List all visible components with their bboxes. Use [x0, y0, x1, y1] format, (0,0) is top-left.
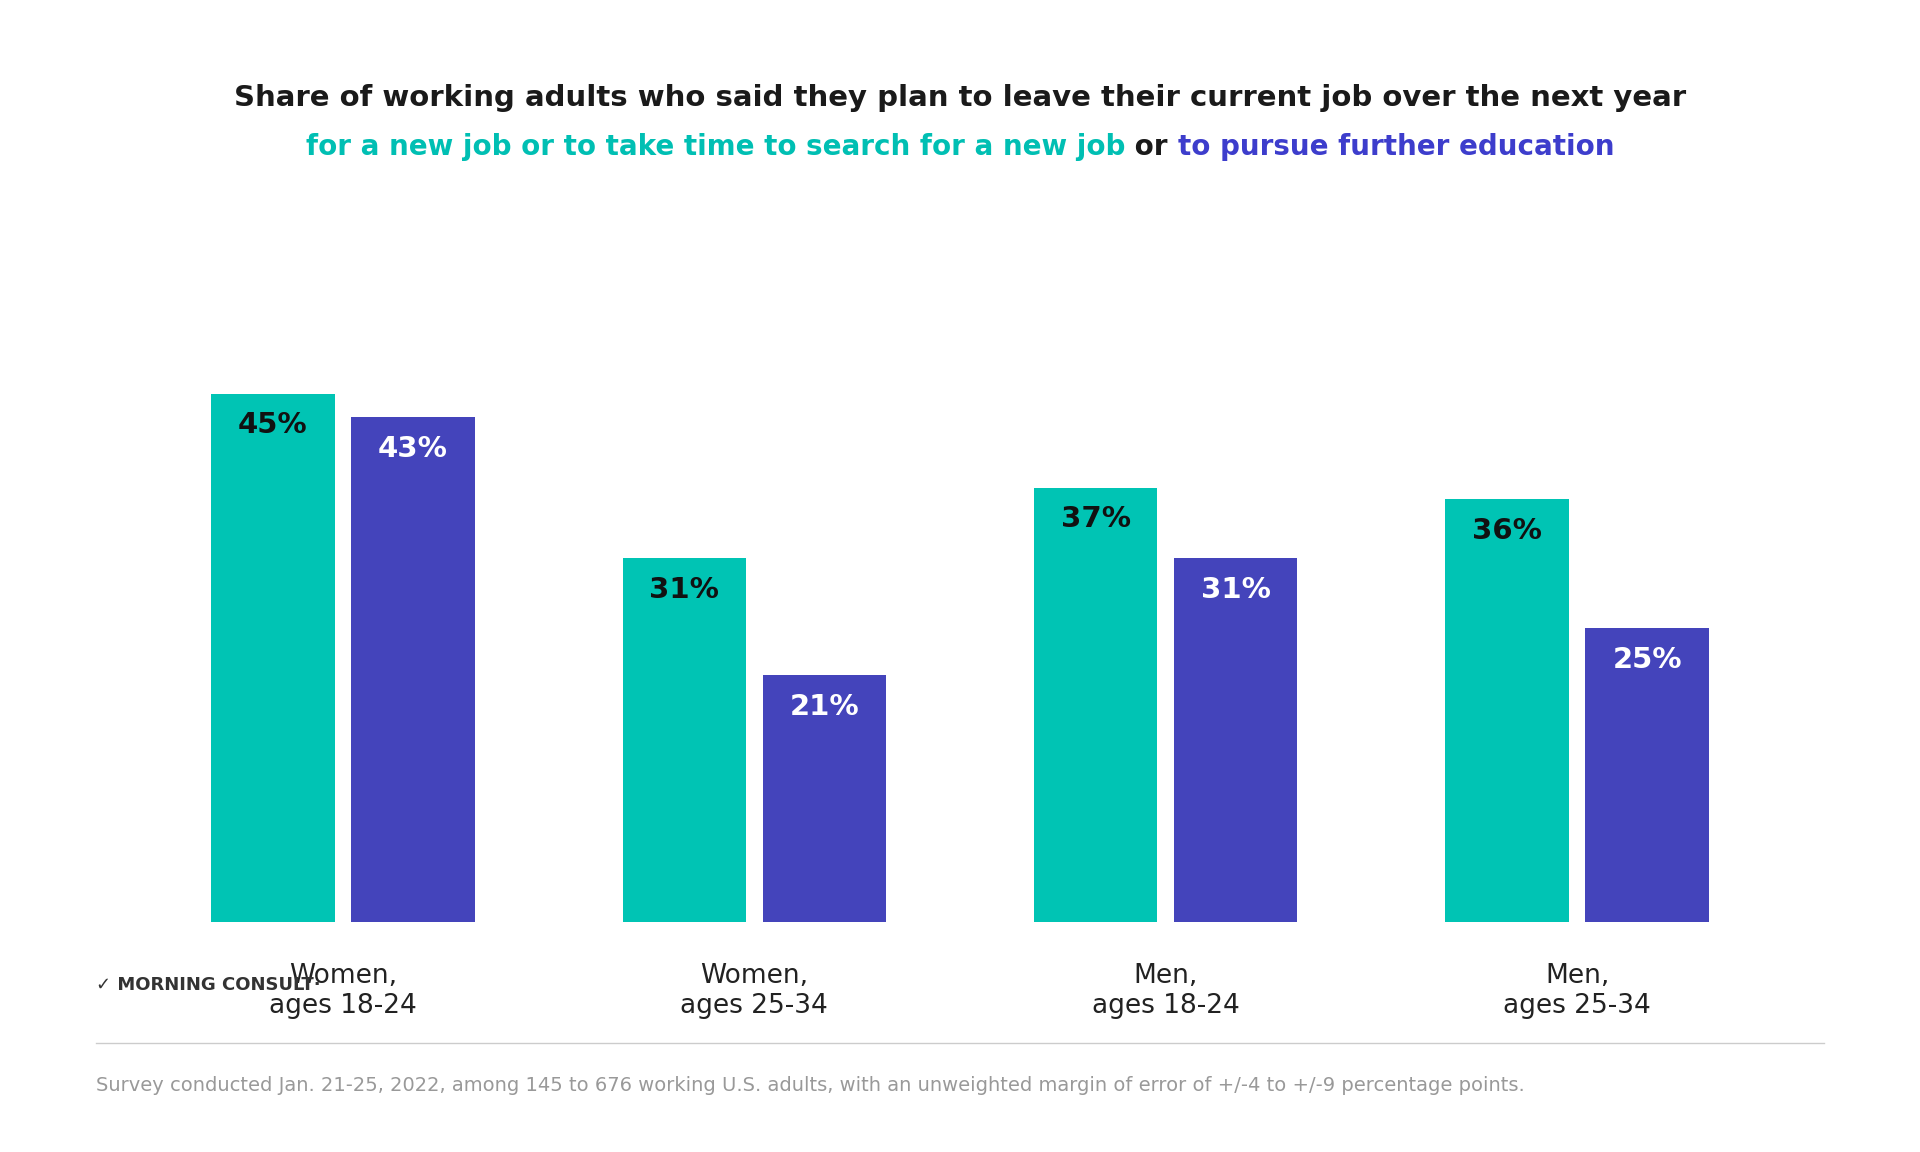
- Text: 31%: 31%: [1200, 576, 1271, 604]
- Text: ✓ MORNING CONSULT·: ✓ MORNING CONSULT·: [96, 976, 321, 994]
- Bar: [1586, 628, 1709, 922]
- Text: Men,
ages 18-24: Men, ages 18-24: [1092, 963, 1240, 1018]
- Text: 21%: 21%: [789, 692, 858, 721]
- Text: for a new job or to take time to search for a new job: for a new job or to take time to search …: [305, 134, 1125, 161]
- Text: 45%: 45%: [238, 411, 307, 439]
- Text: to pursue further education: to pursue further education: [1177, 134, 1615, 161]
- Text: Share of working adults who said they plan to leave their current job over the n: Share of working adults who said they pl…: [234, 84, 1686, 112]
- Text: Survey conducted Jan. 21-25, 2022, among 145 to 676 working U.S. adults, with an: Survey conducted Jan. 21-25, 2022, among…: [96, 1076, 1524, 1094]
- Text: 31%: 31%: [649, 576, 720, 604]
- Bar: [351, 417, 474, 922]
- Text: 25%: 25%: [1613, 646, 1682, 674]
- Text: 36%: 36%: [1473, 517, 1542, 545]
- Bar: [211, 394, 334, 922]
- Bar: [1173, 558, 1298, 922]
- Bar: [622, 558, 747, 922]
- Bar: [1446, 499, 1569, 922]
- Text: Men,
ages 25-34: Men, ages 25-34: [1503, 963, 1651, 1018]
- Text: 37%: 37%: [1060, 506, 1131, 533]
- Bar: [762, 675, 885, 922]
- Bar: [1035, 487, 1158, 922]
- Text: 43%: 43%: [378, 434, 447, 463]
- Text: or: or: [1125, 134, 1177, 161]
- Text: Women,
ages 18-24: Women, ages 18-24: [269, 963, 417, 1018]
- Text: Women,
ages 25-34: Women, ages 25-34: [680, 963, 828, 1018]
